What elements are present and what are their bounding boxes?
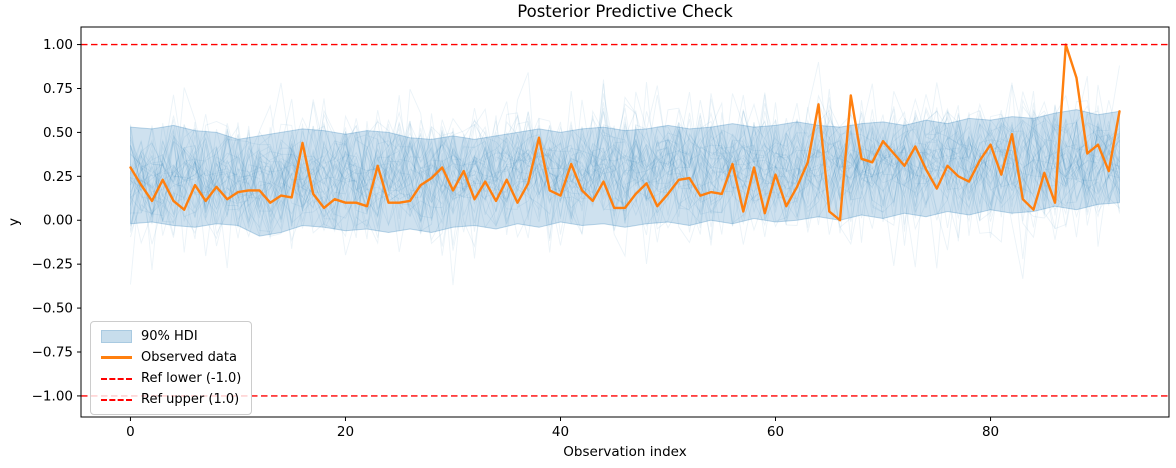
- posterior-sample-line: [130, 84, 1120, 233]
- x-tick-label: 60: [767, 424, 784, 440]
- hdi-band-layer: [130, 109, 1120, 237]
- legend-item-ref-lower: Ref lower (-1.0): [101, 371, 241, 386]
- x-tick-label: 20: [337, 424, 354, 440]
- legend: 90% HDI Observed data Ref lower (-1.0) R…: [90, 321, 253, 415]
- x-tick-label: 80: [982, 424, 999, 440]
- posterior-sample-line: [130, 92, 1120, 242]
- legend-item-observed: Observed data: [101, 350, 241, 365]
- ref-upper-swatch-icon: [101, 398, 132, 401]
- hdi-swatch-icon: [101, 330, 132, 343]
- y-tick-label: 0.50: [43, 125, 73, 141]
- posterior-sample-line: [130, 84, 1120, 253]
- y-tick-label: −0.25: [32, 257, 73, 273]
- hdi-band: [130, 109, 1120, 237]
- posterior-sample-line: [130, 83, 1120, 209]
- x-tick-label: 40: [552, 424, 569, 440]
- y-tick-label: −0.50: [32, 301, 73, 317]
- y-tick-label: 0.75: [43, 81, 73, 97]
- posterior-sample-line: [130, 88, 1120, 256]
- observed-line-layer: [129, 43, 1121, 222]
- posterior-sample-line: [130, 98, 1120, 249]
- posterior-sample-line: [130, 87, 1120, 236]
- legend-item-ref-upper: Ref upper (1.0): [101, 392, 241, 407]
- posterior-sample-line: [130, 114, 1120, 265]
- posterior-sample-line: [130, 65, 1120, 259]
- legend-label-ref-upper: Ref upper (1.0): [141, 392, 240, 407]
- posterior-sample-line: [130, 118, 1120, 279]
- x-axis-label: Observation index: [563, 444, 686, 460]
- observed-data-line: [129, 43, 1121, 222]
- legend-label-hdi: 90% HDI: [141, 329, 198, 344]
- x-tick-label: 0: [126, 424, 135, 440]
- posterior-sample-line: [130, 97, 1120, 266]
- posterior-sample-line: [130, 105, 1120, 240]
- posterior-sample-line: [130, 110, 1120, 229]
- y-tick-label: 0.00: [43, 213, 73, 229]
- posterior-sample-line: [130, 82, 1120, 227]
- posterior-sample-line: [130, 85, 1120, 269]
- posterior-sample-line: [130, 76, 1120, 251]
- legend-item-hdi: 90% HDI: [101, 329, 241, 344]
- posterior-sample-line: [130, 103, 1120, 240]
- posterior-sample-line: [130, 95, 1120, 247]
- posterior-sample-line: [130, 91, 1120, 240]
- posterior-sample-line: [130, 100, 1120, 238]
- axes-frame: [80, 26, 1170, 418]
- y-tick-label: −1.00: [32, 388, 73, 404]
- ref-lower-swatch-icon: [101, 377, 132, 380]
- posterior-sample-line: [130, 93, 1120, 240]
- legend-label-ref-lower: Ref lower (-1.0): [141, 371, 242, 386]
- posterior-sample-line: [130, 114, 1120, 253]
- legend-label-observed: Observed data: [141, 350, 237, 365]
- y-axis-label: y: [6, 218, 22, 226]
- posterior-sample-line: [130, 113, 1120, 286]
- posterior-sample-line: [130, 82, 1120, 239]
- axes-layer: 0 20 40 60 80 −1.00 −0.75 −0.50 −0.25 0.00 0.25 0.5…: [32, 26, 1170, 440]
- posterior-sample-line: [130, 99, 1120, 234]
- posterior-sample-line: [130, 109, 1120, 285]
- posterior-sample-line: [130, 105, 1120, 246]
- posterior-sample-line: [130, 91, 1120, 226]
- posterior-sample-line: [130, 98, 1120, 235]
- observed-line-swatch-icon: [101, 356, 132, 359]
- y-tick-label: 0.25: [43, 169, 73, 185]
- y-tick-label: 1.00: [43, 37, 73, 53]
- y-tick-label: −0.75: [32, 345, 73, 361]
- ref-lines-layer: [81, 43, 1169, 397]
- posterior-sample-line: [130, 79, 1120, 223]
- posterior-sample-line: [130, 121, 1120, 233]
- posterior-sample-line: [130, 111, 1120, 243]
- posterior-sample-line: [130, 82, 1120, 240]
- chart-title: Posterior Predictive Check: [517, 2, 733, 21]
- posterior-sample-line: [130, 102, 1120, 236]
- posterior-sample-line: [130, 89, 1120, 230]
